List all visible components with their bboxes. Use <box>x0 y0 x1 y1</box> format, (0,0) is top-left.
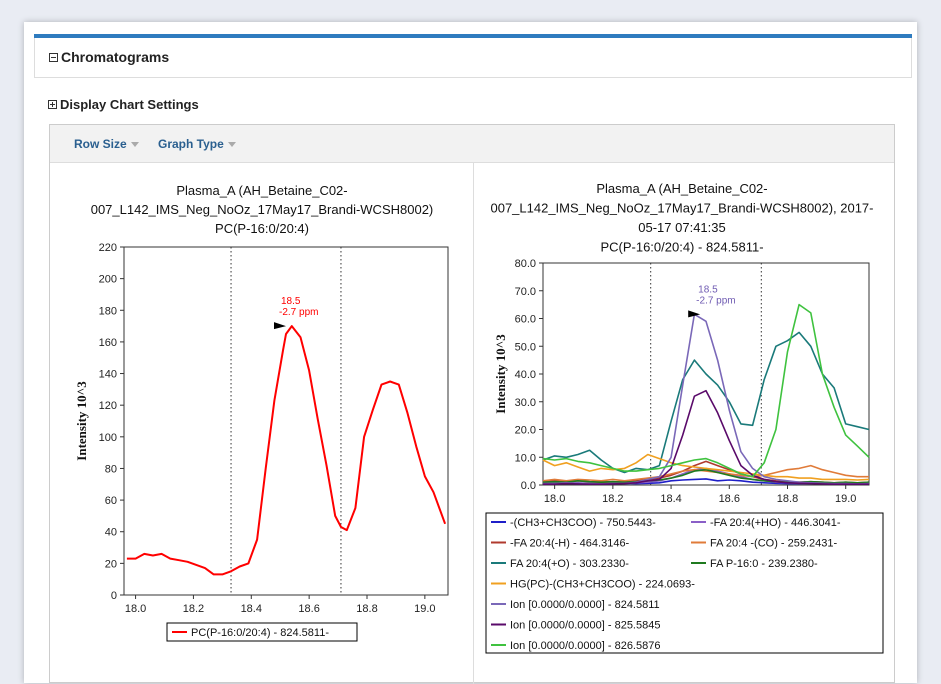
legend-label: FA P-16:0 - 239.2380- <box>710 558 818 570</box>
peak-annotation-ppm: -2.7 ppm <box>279 307 318 318</box>
legend-label: FA 20:4 -(CO) - 259.2431- <box>710 538 838 550</box>
series-line <box>542 303 870 478</box>
y-tick-label: 200 <box>99 274 117 286</box>
section-toggle[interactable]: Chromatograms <box>49 49 169 65</box>
y-tick-label: 100 <box>99 432 117 444</box>
legend-label: Ion [0.0000/0.0000] - 825.5845 <box>510 620 660 632</box>
series-line <box>542 331 870 474</box>
legend-label: PC(P-16:0/20:4) - 824.5811- <box>191 627 329 639</box>
chevron-down-icon <box>130 141 139 147</box>
expand-icon[interactable] <box>48 100 57 109</box>
y-axis-label: Intensity 10^3 <box>493 334 508 414</box>
legend-label: Ion [0.0000/0.0000] - 826.5876 <box>510 640 660 652</box>
series-line <box>542 468 870 484</box>
section-title: Chromatograms <box>61 49 170 65</box>
legend-label: FA 20:4(+O) - 303.2330- <box>510 558 629 570</box>
x-tick-label: 18.2 <box>602 493 623 505</box>
series-line <box>542 453 870 481</box>
x-tick-label: 19.0 <box>414 603 435 615</box>
x-tick-label: 18.4 <box>660 493 681 505</box>
y-tick-label: 40 <box>105 527 117 539</box>
peak-marker <box>688 310 701 318</box>
x-tick-label: 18.8 <box>777 493 798 505</box>
y-tick-label: 60 <box>105 495 117 507</box>
chart-title-line: Plasma_A (AH_Betaine_C02- <box>596 181 767 196</box>
y-tick-label: 70.0 <box>515 286 536 298</box>
column-divider <box>473 163 474 684</box>
y-tick-label: 160 <box>99 337 117 349</box>
x-tick-label: 18.0 <box>125 603 146 615</box>
panel-accent-bar <box>34 34 912 38</box>
y-tick-label: 40.0 <box>515 369 536 381</box>
graph-type-label: Graph Type <box>158 137 224 151</box>
legend-label: -(CH3+CH3COO) - 750.5443- <box>510 517 656 529</box>
chart-grid: Row Size Graph Type Plasma_A (AH_Betaine… <box>49 124 895 684</box>
settings-title: Display Chart Settings <box>60 97 199 112</box>
peak-annotation-rt: 18.5 <box>698 284 718 295</box>
legend-box <box>485 512 884 654</box>
chart-title-line: 05-17 07:41:35 <box>638 220 725 235</box>
settings-toggle[interactable]: Display Chart Settings <box>48 97 199 112</box>
legend-label: -FA 20:4(-H) - 464.3146- <box>510 538 630 550</box>
y-tick-label: 50.0 <box>515 341 536 353</box>
legend-label: Ion [0.0000/0.0000] - 824.5811 <box>510 599 660 611</box>
y-tick-label: 30.0 <box>515 397 536 409</box>
chart-title-line: PC(P-16:0/20:4) - 824.5811- <box>600 240 763 255</box>
x-tick-label: 18.0 <box>544 493 565 505</box>
y-tick-label: 20 <box>105 558 117 570</box>
y-tick-label: 80.0 <box>515 258 536 270</box>
collapse-icon[interactable] <box>49 52 58 62</box>
chart-title-line: 007_L142_IMS_Neg_NoOz_17May17_Brandi-WCS… <box>91 202 434 217</box>
chart-toolbar: Row Size Graph Type <box>50 125 894 163</box>
x-tick-label: 18.2 <box>183 603 204 615</box>
chart-title-line: 007_L142_IMS_Neg_NoOz_17May17_Brandi-WCS… <box>490 201 873 216</box>
chart-title-line: Plasma_A (AH_Betaine_C02- <box>176 183 347 198</box>
y-axis-label: Intensity 10^3 <box>74 381 89 461</box>
row-size-dropdown[interactable]: Row Size <box>74 137 139 151</box>
x-tick-label: 18.4 <box>241 603 262 615</box>
legend-box <box>166 622 358 642</box>
chart-title-line: PC(P-16:0/20:4) <box>215 221 309 236</box>
series-line <box>126 325 447 576</box>
series-line <box>542 464 869 482</box>
y-tick-label: 120 <box>99 400 117 412</box>
y-tick-label: 0 <box>111 590 117 602</box>
graph-type-dropdown[interactable]: Graph Type <box>158 137 236 151</box>
row-size-label: Row Size <box>74 137 127 151</box>
x-tick-label: 19.0 <box>835 493 856 505</box>
plot-frame <box>123 246 449 596</box>
series-line <box>543 389 869 486</box>
y-tick-label: 220 <box>99 242 117 254</box>
y-tick-label: 80 <box>105 463 117 475</box>
section-header: Chromatograms <box>34 38 912 78</box>
x-tick-label: 18.8 <box>356 603 377 615</box>
y-tick-label: 180 <box>99 305 117 317</box>
chart-left: Plasma_A (AH_Betaine_C02- 007_L142_IMS_Ne… <box>74 183 449 642</box>
x-tick-label: 18.6 <box>298 603 319 615</box>
peak-annotation-rt: 18.5 <box>281 296 301 307</box>
peak-marker <box>274 322 286 330</box>
y-tick-label: 60.0 <box>515 314 536 326</box>
y-tick-label: 10.0 <box>515 452 536 464</box>
y-tick-label: 140 <box>99 369 117 381</box>
y-tick-label: 0.0 <box>521 480 536 492</box>
legend-label: HG(PC)-(CH3+CH3COO) - 224.0693- <box>510 579 695 591</box>
legend-label: -FA 20:4(+HO) - 446.3041- <box>710 517 841 529</box>
y-tick-label: 20.0 <box>515 425 536 437</box>
chevron-down-icon <box>227 141 236 147</box>
chart-right: Plasma_A (AH_Betaine_C02- 007_L142_IMS_Ne… <box>485 181 884 654</box>
x-tick-label: 18.6 <box>719 493 740 505</box>
chromatograms-panel: Chromatograms Display Chart Settings Row… <box>24 22 917 684</box>
peak-annotation-ppm: -2.7 ppm <box>696 295 735 306</box>
